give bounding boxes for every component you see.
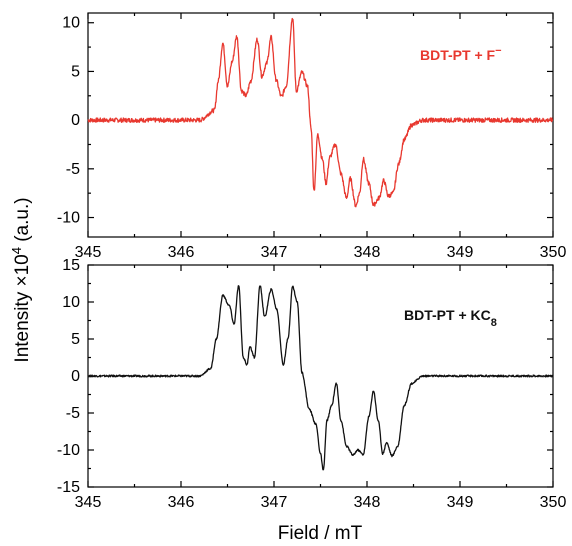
x-tick-label: 345 [75,244,102,261]
x-tick-label: 349 [447,494,474,511]
x-tick-label: 346 [168,244,195,261]
spectrum-line [87,285,554,471]
x-tick-label: 347 [261,494,288,511]
x-tick-label: 349 [447,244,474,261]
y-axis-title-suffix: (a.u.) [12,197,33,247]
y-tick-label: -5 [66,161,80,178]
y-tick-label: -10 [57,210,80,227]
x-axis-title: Field / mT [278,523,363,544]
y-tick-label: 0 [71,368,80,385]
x-tick-label: 345 [75,494,102,511]
x-tick-label: 348 [354,244,381,261]
y-axis-title-prefix: Intensity ×10 [12,254,33,362]
y-axis-title: Intensity ×104 (a.u.) [9,197,34,362]
legend-label: BDT-PT + F− [420,45,502,63]
y-tick-label: 10 [62,15,80,32]
x-tick-label: 346 [168,494,195,511]
y-tick-label: -5 [66,405,80,422]
top-panel: 345 346 347 348 349 350 10 5 0 -5 -10 BDT-PT + F− [57,12,567,261]
x-tick-label: 350 [540,494,567,511]
x-tick-label: 348 [354,494,381,511]
legend-label-subscript: 8 [491,317,497,329]
legend-label: BDT-PT + KC8 [404,307,497,329]
y-tick-label: -10 [57,442,80,459]
legend-label-text: BDT-PT + KC [404,307,491,323]
y-axis-title-exponent: 4 [9,247,24,254]
x-tick-label: 350 [540,244,567,261]
legend-label-superscript: − [495,45,501,57]
spectrum-line [87,17,554,208]
y-tick-label: 10 [62,294,80,311]
y-tick-label: 15 [62,257,80,274]
y-tick-label: 5 [71,331,80,348]
bottom-panel: 345 346 347 348 349 350 15 10 5 0 -5 -10 -15 BDT-PT +… [57,257,567,511]
y-tick-label: -15 [57,479,80,496]
legend-label-text: BDT-PT + F [420,47,496,63]
y-tick-label: 5 [71,63,80,80]
y-tick-label: 0 [71,112,80,129]
x-tick-label: 347 [261,244,288,261]
